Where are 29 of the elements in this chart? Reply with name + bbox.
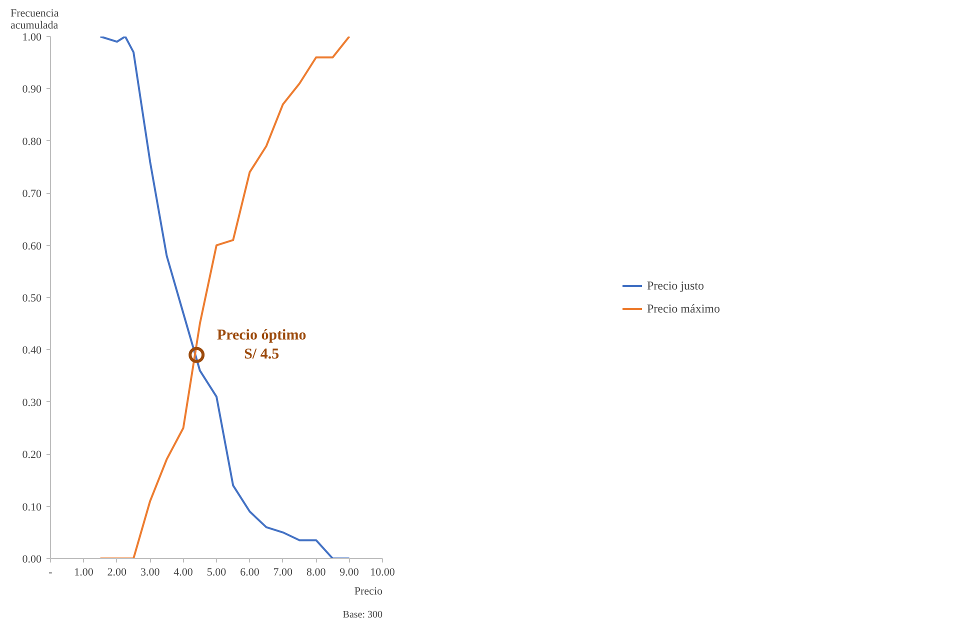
x-tick-label: 1.00	[74, 566, 94, 578]
y-tick-label: 0.80	[22, 136, 42, 148]
y-tick-label: 0.60	[22, 240, 42, 252]
line-series	[99, 36, 350, 558]
y-tick-label: 0.40	[22, 344, 42, 357]
x-tick-label: -	[48, 566, 53, 578]
x-axis-title: Precio	[354, 586, 383, 598]
legend-label: Precio máximo	[647, 301, 720, 316]
x-tick-label: 7.00	[273, 566, 294, 578]
y-tick-label: 1.00	[22, 32, 42, 44]
y-tick-label: 0.10	[22, 501, 42, 514]
x-tick-label: 6.00	[240, 566, 260, 578]
annotation: Precio óptimo S/ 4.5	[216, 327, 306, 363]
legend-label: Precio justo	[647, 278, 704, 293]
y-tick-label: 0.50	[22, 292, 42, 304]
x-tick-label: 10.00	[370, 566, 396, 578]
x-tick-label: 3.00	[140, 566, 160, 578]
x-tick-label: 2.00	[107, 566, 128, 578]
x-tick-label: 8.00	[306, 566, 326, 578]
y-axis-title: Frecuencia acumulada	[10, 8, 59, 32]
x-tick-label: 9.00	[340, 566, 360, 578]
y-tick-label: 0.90	[22, 84, 42, 96]
y-tick-label: 0.20	[22, 449, 42, 462]
y-tick-label: 0.70	[22, 188, 42, 200]
x-tick-label: 5.00	[206, 566, 227, 578]
y-tick-label: 0.00	[22, 554, 42, 566]
y-tick-label: 0.30	[22, 396, 42, 409]
text: Base: 300	[342, 610, 382, 620]
x-tick-label: 4.00	[174, 566, 194, 578]
